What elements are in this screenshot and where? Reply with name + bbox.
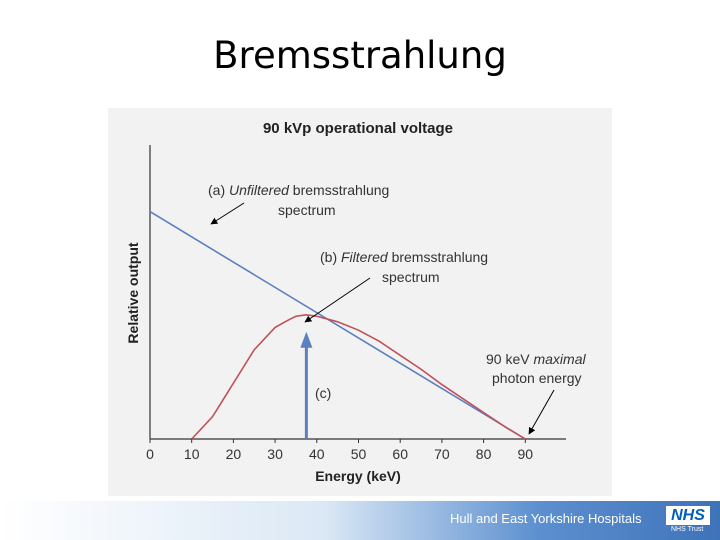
label-a-rest: bremsstrahlung bbox=[289, 182, 389, 198]
label-max-prefix: 90 keV bbox=[486, 351, 533, 367]
x-tick-label: 80 bbox=[476, 446, 492, 462]
footer-org-name: Hull and East Yorkshire Hospitals bbox=[450, 511, 642, 526]
nhs-trust-label: NHS Trust bbox=[671, 526, 704, 533]
x-axis-label: Energy (keV) bbox=[315, 468, 401, 484]
label-b-line2: spectrum bbox=[382, 269, 440, 285]
label-max-line2: photon energy bbox=[492, 370, 582, 386]
x-tick-label: 20 bbox=[226, 446, 242, 462]
x-tick-label: 40 bbox=[309, 446, 325, 462]
x-tick-label: 60 bbox=[392, 446, 408, 462]
label-a: (a) Unfiltered bremsstrahlung bbox=[208, 182, 389, 198]
label-max: 90 keV maximal bbox=[486, 351, 586, 367]
label-a-line2: spectrum bbox=[278, 202, 336, 218]
x-tick-label: 50 bbox=[351, 446, 367, 462]
pointer-a bbox=[210, 202, 245, 225]
label-c: (c) bbox=[315, 385, 331, 401]
label-b-rest: bremsstrahlung bbox=[388, 249, 488, 265]
x-tick-label: 70 bbox=[434, 446, 450, 462]
x-axis-ticks: 0 10 20 30 40 50 60 70 80 90 bbox=[146, 439, 533, 462]
y-axis-label: Relative output bbox=[125, 242, 141, 343]
bremsstrahlung-chart: 90 kVp operational voltage Relative outp… bbox=[125, 120, 586, 484]
pointer-b bbox=[304, 277, 371, 323]
x-tick-label: 90 bbox=[518, 446, 534, 462]
x-tick-label: 10 bbox=[184, 446, 200, 462]
arrow-c-head bbox=[300, 331, 313, 348]
series-unfiltered-line bbox=[149, 210, 526, 440]
label-b: (b) Filtered bremsstrahlung bbox=[320, 249, 488, 265]
slide-title: Bremsstrahlung bbox=[213, 34, 507, 77]
nhs-logo: NHS bbox=[666, 506, 710, 525]
chart-figure: 90 kVp operational voltage Relative outp… bbox=[108, 108, 612, 496]
label-max-em: maximal bbox=[533, 351, 586, 367]
x-tick-label: 30 bbox=[267, 446, 283, 462]
label-a-em: Unfiltered bbox=[229, 182, 290, 198]
pointer-max bbox=[528, 389, 555, 435]
series-filtered-line bbox=[191, 314, 526, 440]
label-b-prefix: (b) bbox=[320, 249, 341, 265]
x-tick-label: 0 bbox=[146, 446, 154, 462]
label-a-prefix: (a) bbox=[208, 182, 229, 198]
chart-title: 90 kVp operational voltage bbox=[263, 120, 453, 137]
footer-bar: Hull and East Yorkshire Hospitals NHS NH… bbox=[0, 501, 720, 540]
label-b-em: Filtered bbox=[341, 249, 389, 265]
